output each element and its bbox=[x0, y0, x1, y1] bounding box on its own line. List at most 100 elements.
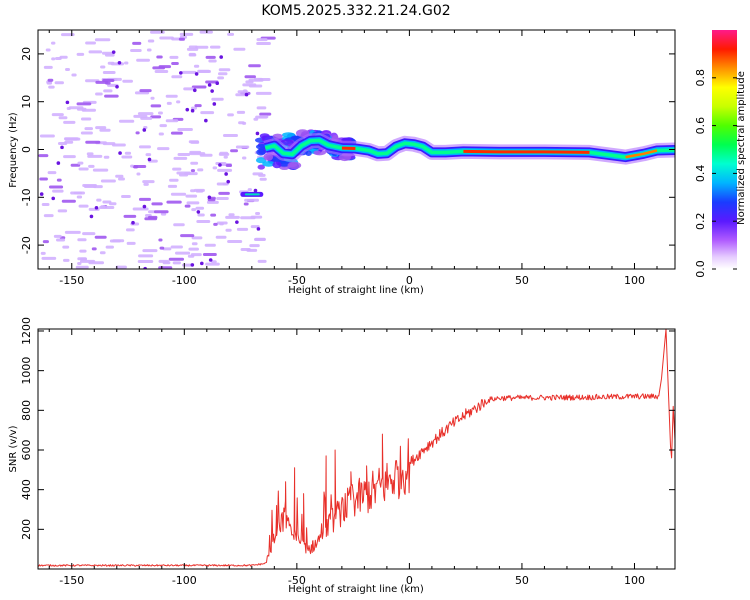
noise-peak bbox=[207, 195, 212, 200]
noise-blob bbox=[95, 92, 103, 96]
noise-blob bbox=[142, 249, 158, 253]
noise-blob bbox=[227, 32, 235, 36]
noise-blob bbox=[76, 195, 83, 199]
noise-blob bbox=[238, 121, 245, 125]
spectrogram-xtick-label: 0 bbox=[406, 274, 413, 287]
noise-peak bbox=[200, 261, 204, 266]
noise-blob bbox=[190, 106, 198, 110]
noise-blob bbox=[191, 208, 197, 212]
noise-blob bbox=[178, 37, 186, 41]
noise-blob bbox=[246, 248, 258, 252]
noise-blob bbox=[190, 161, 199, 165]
noise-blob bbox=[199, 30, 213, 34]
noise-blob bbox=[63, 258, 70, 262]
noise-blob bbox=[82, 232, 96, 236]
noise-blob bbox=[236, 227, 249, 231]
noise-blob bbox=[75, 265, 89, 269]
noise-blob bbox=[195, 206, 205, 210]
noise-blob bbox=[57, 209, 68, 213]
noise-blob bbox=[168, 257, 185, 261]
noise-blob bbox=[158, 111, 163, 115]
noise-blob bbox=[162, 261, 171, 265]
snr-ytick-label: 1000 bbox=[20, 357, 33, 385]
noise-blob bbox=[150, 96, 155, 100]
noise-blob bbox=[53, 234, 62, 238]
noise-blob bbox=[39, 134, 55, 138]
noise-peak bbox=[89, 214, 94, 219]
noise-blob bbox=[223, 155, 228, 159]
noise-blob bbox=[181, 70, 197, 74]
colorbar-ticks: 0.0 0.2 0.4 0.6 0.8 bbox=[694, 69, 737, 278]
noise-blob bbox=[140, 116, 153, 120]
noise-peak bbox=[208, 258, 213, 262]
noise-blob bbox=[197, 70, 211, 74]
noise-blob bbox=[71, 73, 77, 77]
noise-blob bbox=[66, 107, 71, 111]
noise-blob bbox=[227, 240, 243, 244]
noise-blob bbox=[179, 32, 194, 36]
noise-peak bbox=[39, 192, 44, 196]
noise-blob bbox=[205, 55, 216, 59]
noise-blob bbox=[136, 172, 141, 176]
noise-blob bbox=[247, 188, 253, 192]
turbulence-blob bbox=[287, 161, 302, 170]
noise-blob bbox=[253, 237, 266, 241]
noise-blob bbox=[132, 41, 142, 45]
spectrogram-xtick-label: -100 bbox=[172, 274, 197, 287]
noise-blob bbox=[99, 206, 115, 210]
noise-blob bbox=[70, 191, 85, 195]
noise-blob bbox=[45, 48, 51, 52]
noise-blob bbox=[244, 198, 260, 202]
noise-blob bbox=[138, 145, 151, 149]
noise-blob bbox=[193, 188, 205, 192]
noise-blob bbox=[77, 161, 84, 165]
noise-blob bbox=[147, 210, 156, 214]
noise-blob bbox=[41, 256, 57, 260]
colorbar bbox=[712, 30, 737, 269]
noise-blob bbox=[209, 45, 221, 49]
noise-peak bbox=[115, 84, 119, 89]
noise-blob bbox=[80, 117, 92, 121]
noise-blob bbox=[130, 164, 135, 168]
noise-peak bbox=[117, 61, 122, 65]
noise-blob bbox=[166, 200, 182, 204]
turbulence-blob bbox=[272, 133, 283, 140]
noise-blob bbox=[52, 189, 64, 193]
noise-blob bbox=[94, 235, 107, 239]
noise-blob bbox=[94, 38, 111, 42]
noise-blob bbox=[219, 222, 224, 226]
noise-peak bbox=[111, 50, 116, 54]
noise-blob bbox=[60, 33, 75, 37]
noise-blob bbox=[100, 179, 116, 183]
noise-blob bbox=[222, 134, 238, 138]
turbulence-blob bbox=[272, 161, 282, 169]
noise-blob bbox=[225, 215, 240, 219]
snr-plot-area bbox=[38, 329, 675, 569]
noise-blob bbox=[126, 241, 136, 245]
noise-blob bbox=[218, 68, 231, 72]
noise-blob bbox=[55, 56, 62, 60]
noise-peak bbox=[190, 108, 195, 113]
noise-blob bbox=[130, 49, 142, 53]
noise-blob bbox=[105, 81, 111, 85]
spectrogram-xtick-label: -150 bbox=[59, 274, 84, 287]
turbulence-blob bbox=[278, 161, 290, 167]
noise-blob bbox=[64, 137, 71, 141]
figure-title: KOM5.2025.332.21.24.G02 bbox=[261, 3, 450, 19]
noise-blob bbox=[172, 261, 181, 265]
noise-blob bbox=[43, 214, 54, 218]
noise-blob bbox=[137, 260, 154, 264]
noise-peak bbox=[65, 100, 70, 105]
noise-blob bbox=[169, 178, 179, 182]
turbulence-blob bbox=[282, 132, 296, 138]
noise-blob bbox=[259, 177, 267, 181]
turbulence-blob bbox=[256, 148, 266, 156]
noise-blob bbox=[86, 152, 94, 156]
noise-blob bbox=[170, 192, 187, 196]
noise-blob bbox=[77, 257, 87, 261]
noise-blob bbox=[92, 168, 109, 172]
noise-blob bbox=[132, 207, 149, 211]
noise-peak bbox=[142, 128, 147, 132]
noise-peak bbox=[56, 161, 61, 165]
